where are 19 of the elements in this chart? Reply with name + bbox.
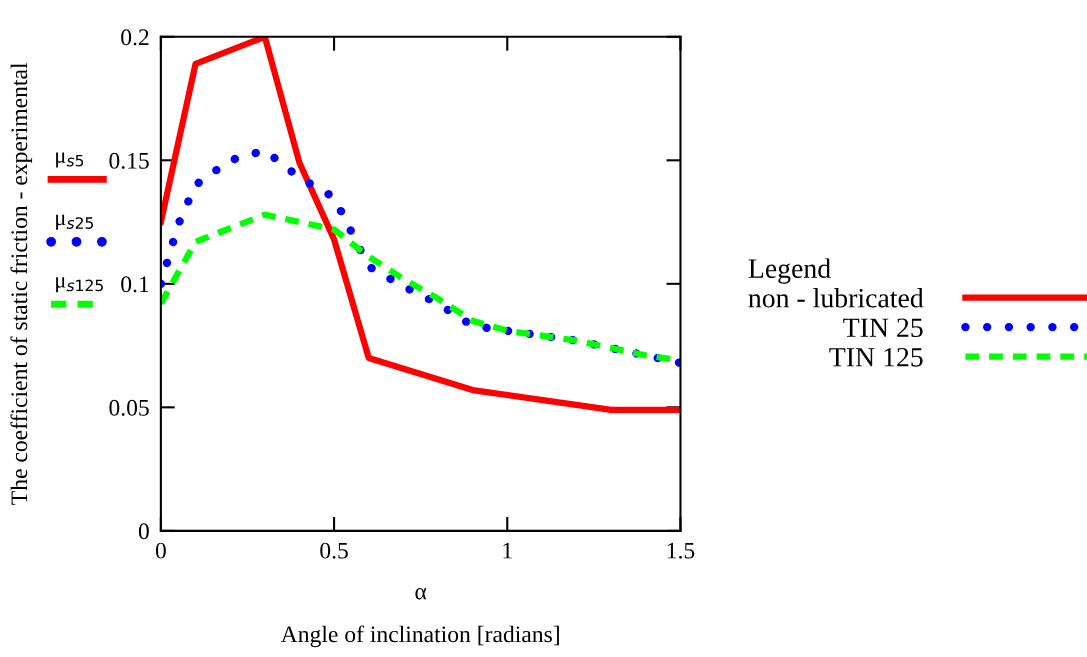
- text: μ$_{s5}$: [56, 152, 84, 168]
- x-axis-title: α: [415, 588, 427, 600]
- y-tick-label: 0.15: [109, 152, 149, 169]
- y-tick-label: 0.1: [121, 276, 149, 293]
- y-tick-label: 0.2: [121, 29, 149, 46]
- x-tick-label: 0.5: [320, 542, 348, 559]
- legend-label: TIN 25: [843, 318, 923, 338]
- x-tick-label: 1: [503, 542, 512, 559]
- y-tick-label: 0.05: [109, 399, 149, 416]
- legend-title: Legend: [748, 258, 831, 284]
- legend-label: TIN 125: [829, 347, 923, 367]
- x-tick-label: 1.5: [667, 542, 695, 559]
- text: Angle of inclination [radians]: [280, 625, 559, 648]
- y-tick-label: 0: [138, 523, 149, 540]
- text: μ$_{s125}$: [56, 277, 103, 293]
- legend-label: non - lubricated: [748, 288, 924, 308]
- x-tick-label: 0: [155, 542, 166, 559]
- y-axis-title: The coefficient of static friction - experimental: [10, 62, 33, 505]
- text: μ$_{s25}$: [56, 214, 94, 230]
